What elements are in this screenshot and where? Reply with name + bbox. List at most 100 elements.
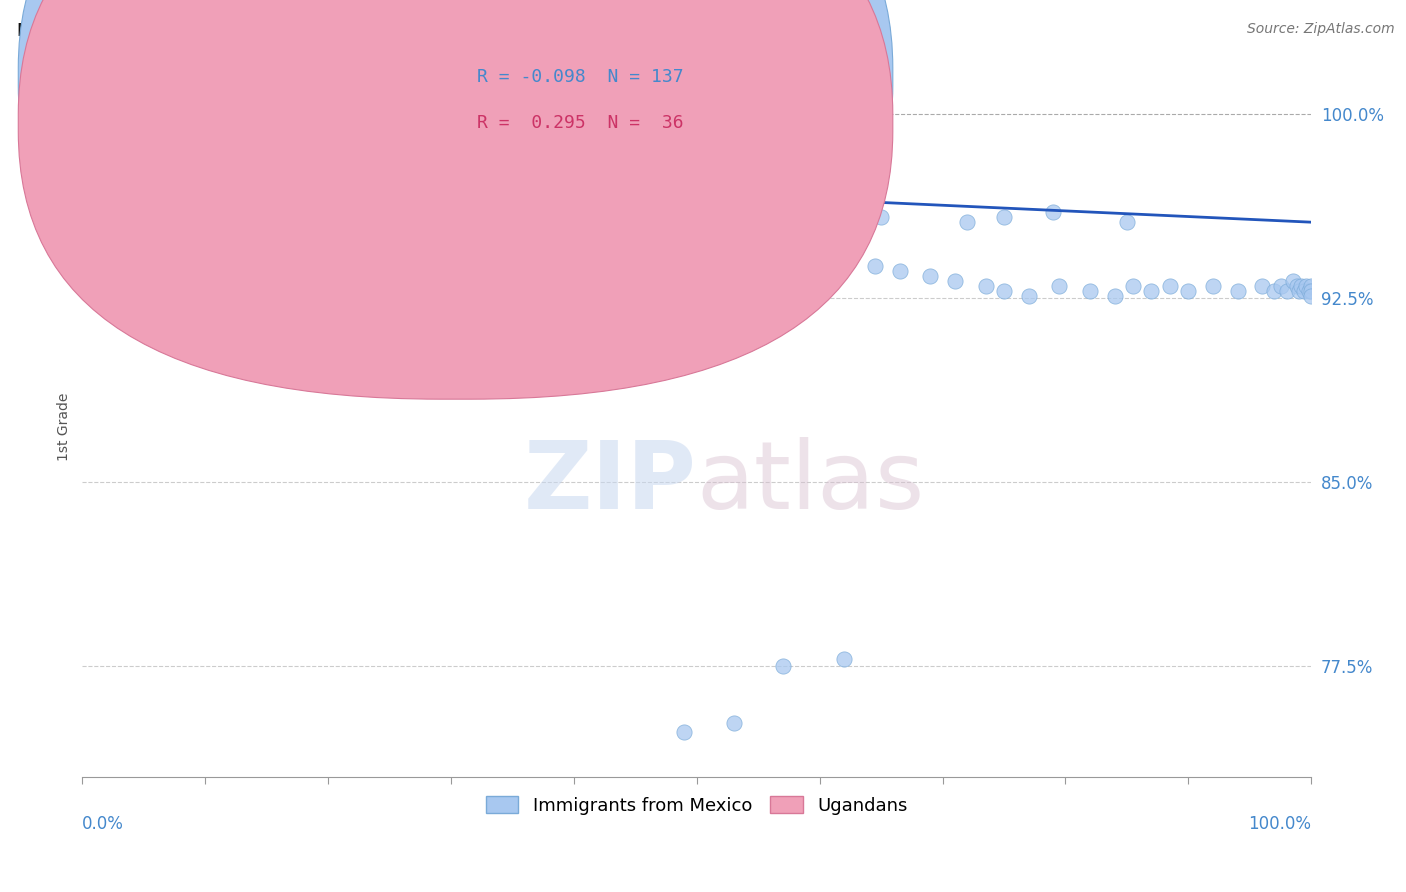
Text: atlas: atlas bbox=[697, 437, 925, 529]
Point bbox=[79, 129, 101, 144]
Point bbox=[75, 124, 97, 138]
Point bbox=[477, 201, 499, 215]
Point bbox=[89, 144, 111, 158]
Point bbox=[1281, 274, 1303, 288]
Point bbox=[169, 244, 191, 259]
Point bbox=[73, 107, 96, 121]
Point bbox=[373, 215, 395, 229]
Point bbox=[526, 220, 548, 235]
Point bbox=[920, 269, 942, 284]
Point bbox=[101, 186, 124, 200]
Point bbox=[77, 117, 100, 131]
Point bbox=[415, 173, 437, 187]
Point bbox=[630, 220, 652, 235]
Point bbox=[354, 211, 377, 225]
Point bbox=[80, 134, 103, 148]
Point bbox=[1177, 284, 1199, 298]
Point bbox=[342, 171, 364, 186]
Point bbox=[974, 279, 997, 293]
Point bbox=[150, 230, 173, 244]
Point bbox=[710, 230, 733, 244]
Point bbox=[550, 201, 572, 215]
Point bbox=[139, 159, 162, 173]
Point bbox=[723, 715, 745, 730]
Text: IMMIGRANTS FROM MEXICO VS UGANDAN 1ST GRADE CORRELATION CHART: IMMIGRANTS FROM MEXICO VS UGANDAN 1ST GR… bbox=[17, 22, 783, 40]
Point bbox=[391, 220, 413, 235]
Point bbox=[870, 211, 893, 225]
Point bbox=[91, 146, 114, 161]
Point bbox=[735, 191, 758, 205]
Point bbox=[316, 250, 339, 264]
Point bbox=[76, 122, 98, 136]
Point bbox=[643, 201, 665, 215]
Point bbox=[832, 254, 855, 268]
Point bbox=[194, 163, 217, 178]
Point bbox=[550, 201, 572, 215]
Point bbox=[832, 652, 855, 666]
Point bbox=[1251, 279, 1274, 293]
Point bbox=[305, 244, 328, 259]
Point bbox=[1263, 284, 1285, 298]
Text: R =  0.295  N =  36: R = 0.295 N = 36 bbox=[477, 113, 683, 132]
Point bbox=[115, 201, 138, 215]
Point bbox=[501, 205, 523, 219]
Point bbox=[77, 132, 100, 146]
Point bbox=[1047, 279, 1070, 293]
Point bbox=[93, 171, 115, 186]
Point bbox=[77, 124, 100, 138]
Point bbox=[599, 215, 621, 229]
Point bbox=[83, 139, 105, 153]
Point bbox=[79, 132, 101, 146]
Point bbox=[666, 205, 689, 219]
Point bbox=[80, 132, 103, 146]
Point bbox=[1122, 279, 1144, 293]
Point bbox=[1104, 289, 1126, 303]
Point bbox=[72, 107, 94, 121]
Point bbox=[993, 284, 1015, 298]
Point bbox=[86, 139, 108, 153]
Point bbox=[127, 211, 149, 225]
Point bbox=[1042, 205, 1064, 219]
Point bbox=[624, 215, 647, 229]
Point bbox=[188, 260, 211, 274]
Point bbox=[72, 112, 94, 127]
Point bbox=[80, 127, 103, 141]
Point bbox=[82, 136, 104, 151]
Point bbox=[218, 211, 240, 225]
Point bbox=[759, 186, 782, 200]
Point bbox=[73, 127, 96, 141]
Point bbox=[72, 112, 94, 127]
Point bbox=[1078, 284, 1101, 298]
Point bbox=[132, 215, 155, 229]
Point bbox=[90, 163, 112, 178]
Point bbox=[145, 225, 167, 239]
Text: ZIP: ZIP bbox=[524, 437, 697, 529]
Point bbox=[72, 120, 94, 134]
Point bbox=[538, 195, 561, 210]
Point bbox=[139, 220, 162, 235]
Point bbox=[852, 205, 875, 219]
Point bbox=[1298, 284, 1320, 298]
Point bbox=[194, 264, 217, 278]
Point bbox=[575, 205, 598, 219]
Point bbox=[508, 215, 530, 229]
Point bbox=[108, 153, 131, 168]
Point bbox=[648, 220, 671, 235]
Point bbox=[723, 235, 745, 249]
Point bbox=[231, 215, 253, 229]
Point bbox=[73, 114, 96, 128]
Point bbox=[96, 149, 118, 163]
Point bbox=[75, 127, 97, 141]
Point bbox=[673, 225, 696, 239]
Point bbox=[451, 201, 474, 215]
Point bbox=[1292, 284, 1315, 298]
Point bbox=[87, 153, 110, 168]
Point bbox=[575, 205, 598, 219]
Point bbox=[80, 139, 103, 153]
Point bbox=[75, 129, 97, 144]
Y-axis label: 1st Grade: 1st Grade bbox=[58, 392, 72, 461]
Point bbox=[803, 250, 825, 264]
Point bbox=[1115, 215, 1137, 229]
Point bbox=[863, 260, 886, 274]
Text: 100.0%: 100.0% bbox=[1249, 815, 1312, 833]
